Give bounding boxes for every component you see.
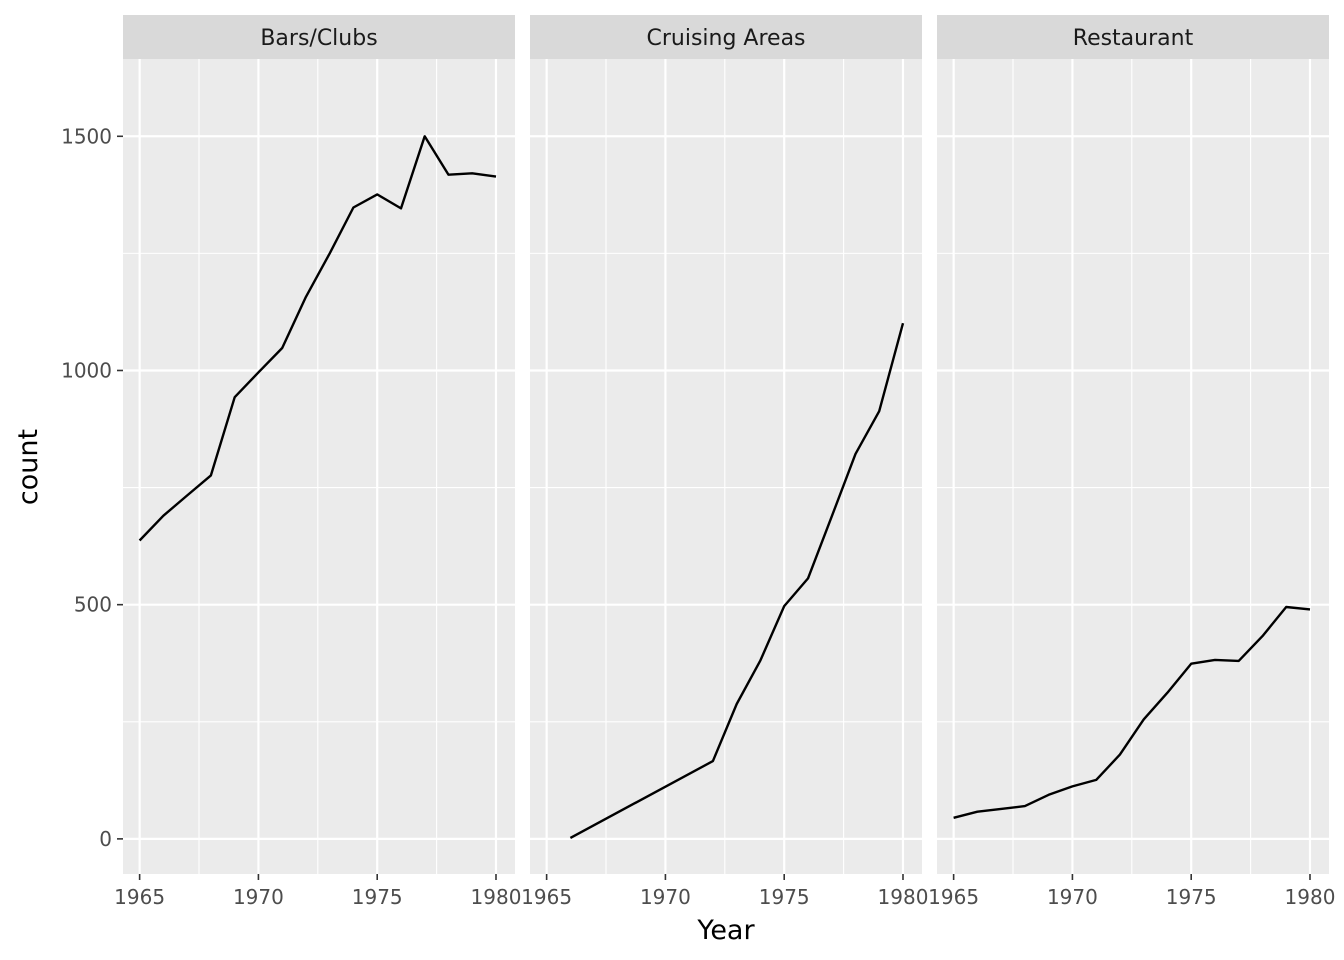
x-axis-title: Year (696, 915, 755, 946)
y-axis: 0 500 1000 1500 (61, 124, 123, 851)
x-tick-label: 1970 (640, 885, 691, 909)
x-tick-label: 1975 (1166, 885, 1217, 909)
facet-panel-0: Bars/Clubs 1965 1970 1975 1980 (114, 15, 521, 909)
facet-strip (937, 15, 1329, 59)
facet-strip-label: Bars/Clubs (260, 26, 377, 51)
facet-strip (530, 15, 922, 59)
x-tick-label: 1965 (521, 885, 572, 909)
y-tick-label: 500 (74, 593, 112, 617)
y-axis-title: count (13, 429, 44, 505)
y-tick-label: 0 (99, 827, 112, 851)
x-tick-label: 1965 (114, 885, 165, 909)
x-tick-label: 1970 (1047, 885, 1098, 909)
panel-background (530, 59, 922, 874)
facet-strip-label: Cruising Areas (646, 26, 805, 51)
x-tick-label: 1970 (233, 885, 284, 909)
x-tick-label: 1980 (471, 885, 522, 909)
panel-background (123, 59, 515, 874)
series-line-0 (138, 135, 497, 542)
panel-background (937, 59, 1329, 874)
y-tick-label: 1000 (61, 358, 112, 382)
x-tick-label: 1980 (878, 885, 929, 909)
series-line-1 (569, 322, 905, 839)
y-tick-label: 1500 (61, 124, 112, 148)
facet-panel-2: Restaurant 1965 1970 1975 1980 (928, 15, 1335, 909)
x-tick-label: 1965 (928, 885, 979, 909)
x-tick-label: 1980 (1285, 885, 1336, 909)
series-line-2 (953, 605, 1311, 819)
x-tick-label: 1975 (352, 885, 403, 909)
x-tick-label: 1975 (759, 885, 810, 909)
facet-panel-1: Cruising Areas 1965 1970 1975 1980 (521, 15, 928, 909)
facet-strip (123, 15, 515, 59)
facet-strip-label: Restaurant (1073, 26, 1194, 51)
